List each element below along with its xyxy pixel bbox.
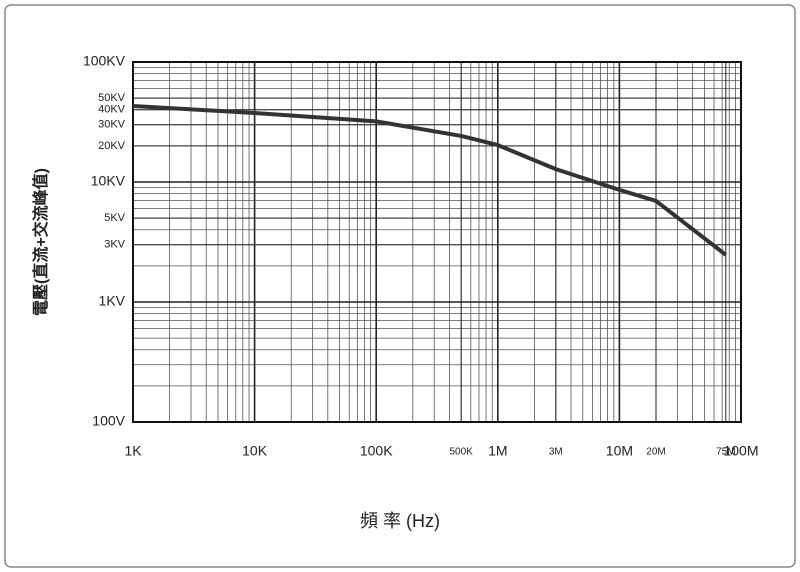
x-tick-label: 10M — [606, 443, 633, 459]
y-tick-label: 50KV — [98, 92, 126, 104]
y-axis-label: 電壓(直流+交流峰值) — [31, 168, 50, 316]
y-tick-label: 3KV — [104, 239, 125, 251]
y-tick-label: 20KV — [98, 140, 126, 152]
plot-border — [132, 61, 742, 423]
y-tick-label: 30KV — [98, 119, 126, 131]
x-tick-label: 1M — [488, 443, 507, 459]
x-tick-label: 1K — [124, 443, 142, 459]
x-axis-label: 頻 率 (Hz) — [360, 511, 440, 531]
y-tick-label: 100V — [92, 413, 125, 429]
y-tick-label: 100KV — [83, 53, 126, 69]
x-tick-label: 500K — [450, 447, 474, 458]
data-line — [132, 103, 728, 257]
x-tick-label: 100K — [360, 443, 393, 459]
y-tick-label: 5KV — [104, 212, 125, 224]
x-tick-label: 100M — [723, 443, 758, 459]
y-tick-label: 40KV — [98, 104, 126, 116]
y-tick-label: 10KV — [91, 173, 126, 189]
x-tick-label: 20M — [646, 447, 665, 458]
y-tick-label: 1KV — [99, 293, 126, 309]
x-tick-label: 3M — [549, 447, 563, 458]
x-tick-label: 10K — [242, 443, 268, 459]
x-tick-label: 75M — [716, 447, 735, 458]
frame — [4, 4, 796, 568]
